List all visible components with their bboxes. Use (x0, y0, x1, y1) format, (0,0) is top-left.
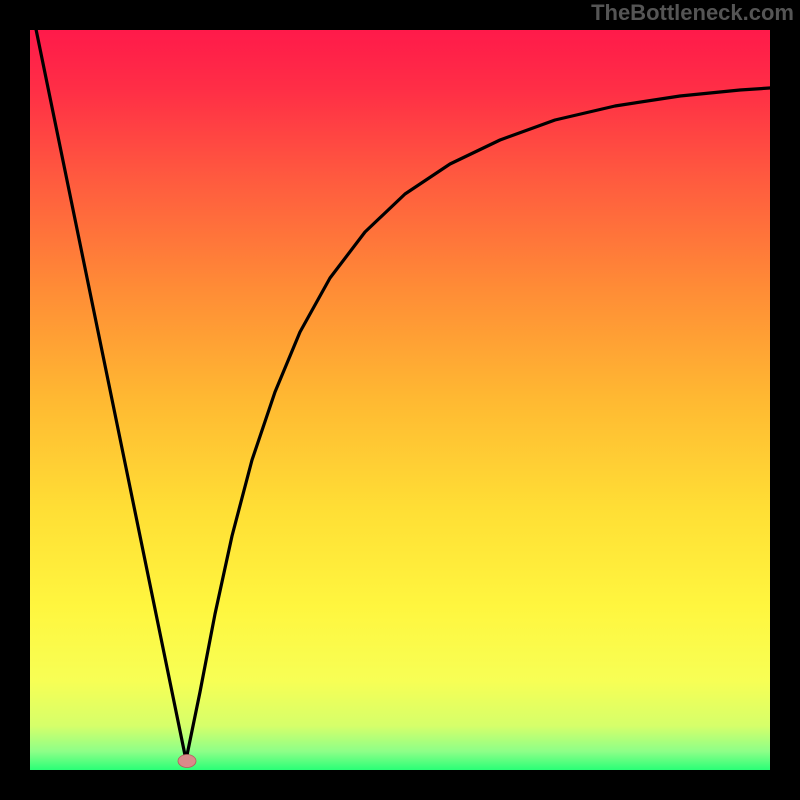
chart-container: TheBottleneck.com (0, 0, 800, 800)
watermark-text: TheBottleneck.com (591, 0, 794, 26)
gradient-background (30, 30, 770, 770)
bottleneck-chart (0, 0, 800, 800)
optimum-marker (178, 755, 196, 768)
